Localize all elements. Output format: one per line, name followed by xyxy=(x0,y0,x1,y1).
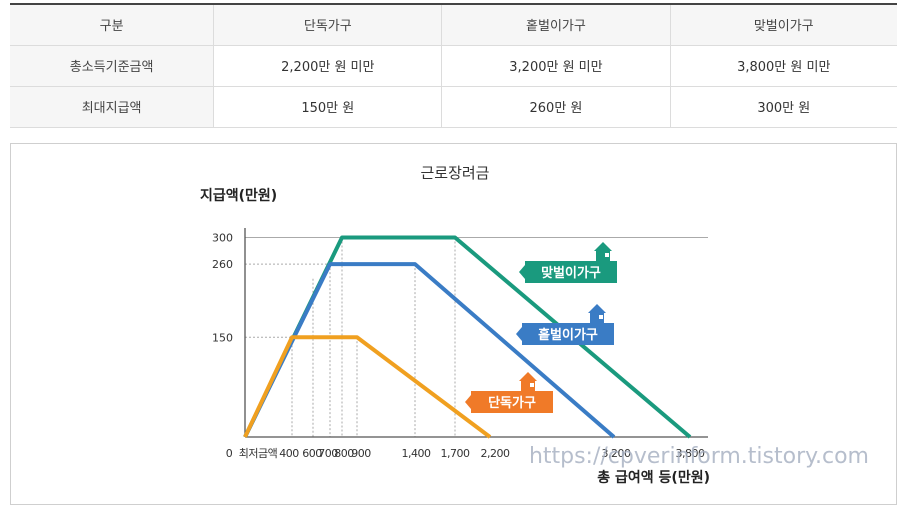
label-pointer xyxy=(516,327,522,341)
house-icon xyxy=(519,372,537,381)
table-cell: 150만 원 xyxy=(213,85,443,128)
x-tick-label: 2,200 xyxy=(481,447,510,460)
table-header-row: 구분 단독가구 홑벌이가구 맞벌이가구 xyxy=(10,3,897,46)
table-cell: 260만 원 xyxy=(441,85,671,128)
x-tick-label: 400 xyxy=(279,447,299,460)
chart-title: 근로장려금 xyxy=(420,164,489,182)
house-window xyxy=(599,315,603,319)
table-header-cell: 홑벌이가구 xyxy=(441,3,671,46)
x-tick-label: 1,400 xyxy=(402,447,431,460)
label-box xyxy=(525,261,617,283)
series-label-맞벌이가구: 맞벌이가구 xyxy=(519,242,617,283)
house-icon xyxy=(588,304,606,313)
y-tick-label: 260 xyxy=(212,258,233,271)
x-tick-label: 1,700 xyxy=(441,447,470,460)
house-window xyxy=(605,253,609,257)
house-icon xyxy=(594,242,612,251)
watermark: https://cpverinform.tistory.com xyxy=(529,444,869,469)
x-tick-label: 0 xyxy=(226,447,233,460)
table-cell: 3,200만 원 미만 xyxy=(441,44,671,87)
house-body xyxy=(596,250,610,261)
x-tick-label: 3,800 xyxy=(676,447,705,460)
label-pointer xyxy=(465,395,471,409)
series-label-text: 맞벌이가구 xyxy=(541,265,601,281)
y-tick-label: 150 xyxy=(212,331,233,344)
table-cell: 2,200만 원 미만 xyxy=(213,44,443,87)
table-header-cell: 구분 xyxy=(10,3,215,46)
house-body xyxy=(521,380,535,391)
table-header-cell: 단독가구 xyxy=(213,3,443,46)
table-row: 총소득기준금액 2,200만 원 미만 3,200만 원 미만 3,800만 원… xyxy=(10,44,897,87)
x-tick-label: 3,200 xyxy=(602,447,631,460)
series-label-text: 홑벌이가구 xyxy=(538,327,598,343)
house-body xyxy=(590,312,604,323)
series-label-text: 단독가구 xyxy=(488,395,536,411)
chart-panel xyxy=(10,143,897,505)
label-box xyxy=(471,391,553,413)
table-cell: 300만 원 xyxy=(669,85,897,128)
series-line-홑벌이가구 xyxy=(243,262,616,439)
x-tick-label: 800 xyxy=(334,447,354,460)
row-header-cell: 최대지급액 xyxy=(10,85,215,128)
x-tick-label: 600 xyxy=(302,447,322,460)
label-box xyxy=(522,323,614,345)
y-tick-label: 300 xyxy=(212,232,233,245)
series-label-홑벌이가구: 홑벌이가구 xyxy=(516,304,614,345)
series-label-단독가구: 단독가구 xyxy=(465,372,553,413)
x-tick-label: 최저금액 xyxy=(239,447,277,460)
x-tick-label: 700 xyxy=(318,447,338,460)
x-axis-label: 총 급여액 등(만원) xyxy=(597,469,710,486)
label-pointer xyxy=(519,265,525,279)
table-row: 최대지급액 150만 원 260만 원 300만 원 xyxy=(10,85,897,128)
x-tick-label: 900 xyxy=(351,447,371,460)
y-axis-label: 지급액(만원) xyxy=(200,187,277,204)
series-line-단독가구 xyxy=(243,335,492,439)
eligibility-table: 구분 단독가구 홑벌이가구 맞벌이가구 총소득기준금액 2,200만 원 미만 … xyxy=(10,3,897,128)
table-header-cell: 맞벌이가구 xyxy=(669,3,897,46)
house-window xyxy=(530,383,534,387)
